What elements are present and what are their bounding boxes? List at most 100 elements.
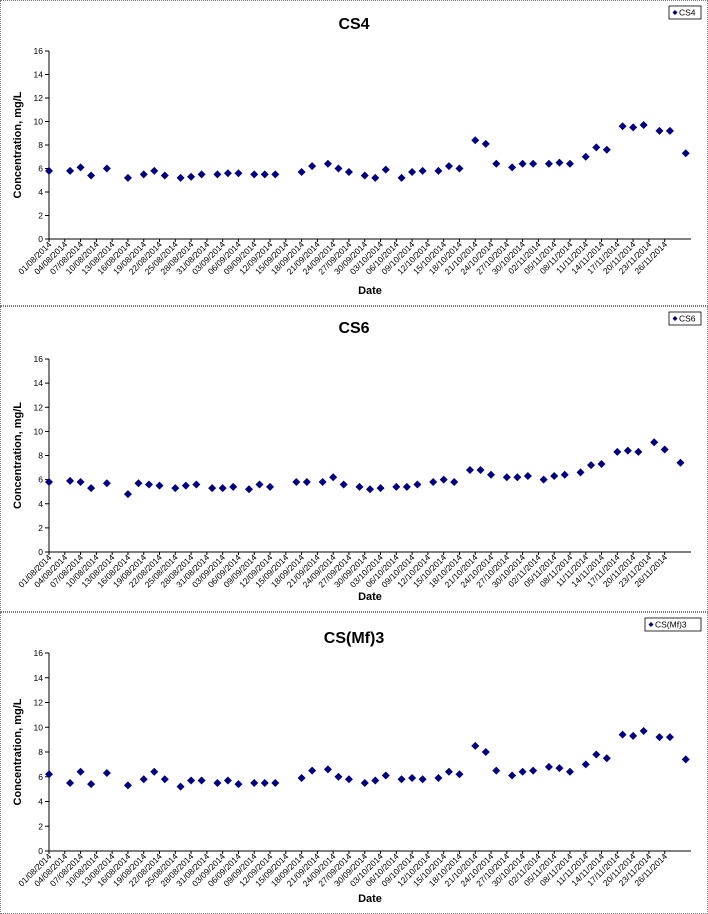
data-point	[323, 765, 332, 774]
data-point	[555, 764, 564, 773]
data-point	[618, 122, 627, 131]
y-tick-label: 14	[34, 673, 44, 683]
data-point	[665, 733, 674, 742]
data-point	[160, 775, 169, 784]
y-tick-label: 0	[38, 846, 43, 856]
data-point	[255, 480, 264, 489]
data-point	[123, 490, 132, 499]
data-point	[544, 159, 553, 168]
data-point	[266, 482, 275, 491]
data-point	[529, 159, 538, 168]
data-point	[366, 485, 374, 494]
data-point	[355, 482, 364, 491]
y-tick-label: 4	[38, 499, 43, 509]
data-point	[381, 165, 390, 174]
data-point	[87, 484, 96, 493]
data-point	[187, 172, 196, 181]
data-point	[66, 476, 75, 485]
data-point	[381, 771, 390, 780]
chart-panel-cs6: CS6 0 2 4 6 8 10 12 14 16 Concentration, mg/L 01/08…	[0, 306, 708, 612]
legend-box	[668, 5, 702, 20]
data-point	[197, 776, 206, 785]
y-axis-label: Concentration, mg/L	[12, 402, 24, 509]
data-point	[502, 473, 511, 482]
legend-marker	[672, 10, 678, 15]
data-point	[476, 465, 485, 474]
data-point	[444, 162, 453, 171]
data-point	[560, 470, 569, 479]
y-tick-label: 0	[38, 547, 43, 557]
data-point	[102, 164, 111, 173]
y-tick-label: 2	[38, 523, 43, 533]
data-point	[681, 755, 690, 764]
data-point	[297, 773, 306, 782]
data-point	[76, 478, 85, 487]
data-point	[523, 472, 532, 481]
data-point	[150, 767, 159, 776]
y-tick-label: 14	[34, 378, 44, 388]
data-point	[76, 767, 85, 776]
y-tick-label: 14	[34, 70, 44, 80]
data-point	[392, 482, 401, 491]
legend-marker	[672, 316, 678, 321]
data-point	[623, 446, 632, 455]
data-point	[213, 778, 222, 787]
data-point	[218, 484, 227, 493]
data-point	[134, 479, 143, 488]
y-tick-label: 16	[34, 648, 44, 658]
data-point	[408, 168, 417, 177]
data-point	[508, 771, 517, 780]
data-point	[334, 772, 343, 781]
data-point	[660, 445, 669, 454]
data-point	[234, 169, 243, 178]
data-point	[418, 166, 427, 175]
data-point	[150, 166, 159, 175]
data-point	[450, 478, 459, 487]
data-point	[223, 169, 232, 178]
data-point	[139, 170, 148, 179]
data-point	[271, 778, 280, 787]
y-axis-label: Concentration, mg/L	[12, 91, 24, 198]
data-point	[66, 166, 75, 175]
chart-title: CS6	[338, 320, 369, 337]
data-point	[434, 773, 443, 782]
data-point	[481, 139, 490, 148]
data-point	[87, 780, 96, 789]
data-point	[397, 775, 406, 784]
data-point	[444, 767, 453, 776]
y-axis-label: Concentration, mg/L	[12, 698, 24, 805]
data-point	[334, 164, 343, 173]
data-point	[518, 159, 527, 168]
data-point	[429, 478, 438, 487]
data-point	[160, 171, 169, 180]
data-point	[539, 475, 548, 484]
legend-marker	[648, 622, 654, 627]
y-tick-label: 16	[34, 354, 44, 364]
y-tick-label: 4	[38, 797, 43, 807]
data-point	[318, 478, 327, 487]
data-point	[639, 121, 648, 130]
data-point	[87, 171, 96, 180]
data-point	[376, 484, 385, 493]
data-point	[371, 776, 380, 785]
data-point	[102, 479, 111, 488]
y-tick-label: 4	[38, 187, 43, 197]
data-point	[513, 473, 522, 482]
data-point	[639, 726, 648, 735]
data-point	[465, 465, 474, 474]
data-point	[471, 136, 480, 145]
data-point	[592, 143, 601, 152]
data-point	[66, 778, 75, 787]
data-point	[455, 164, 464, 173]
legend-box	[668, 311, 702, 326]
data-point	[397, 173, 406, 182]
data-point	[565, 159, 574, 168]
data-point	[529, 766, 538, 775]
data-point	[492, 159, 501, 168]
data-point	[244, 485, 253, 494]
data-point	[550, 472, 559, 481]
y-tick-label: 16	[34, 46, 44, 56]
data-point	[544, 762, 553, 771]
